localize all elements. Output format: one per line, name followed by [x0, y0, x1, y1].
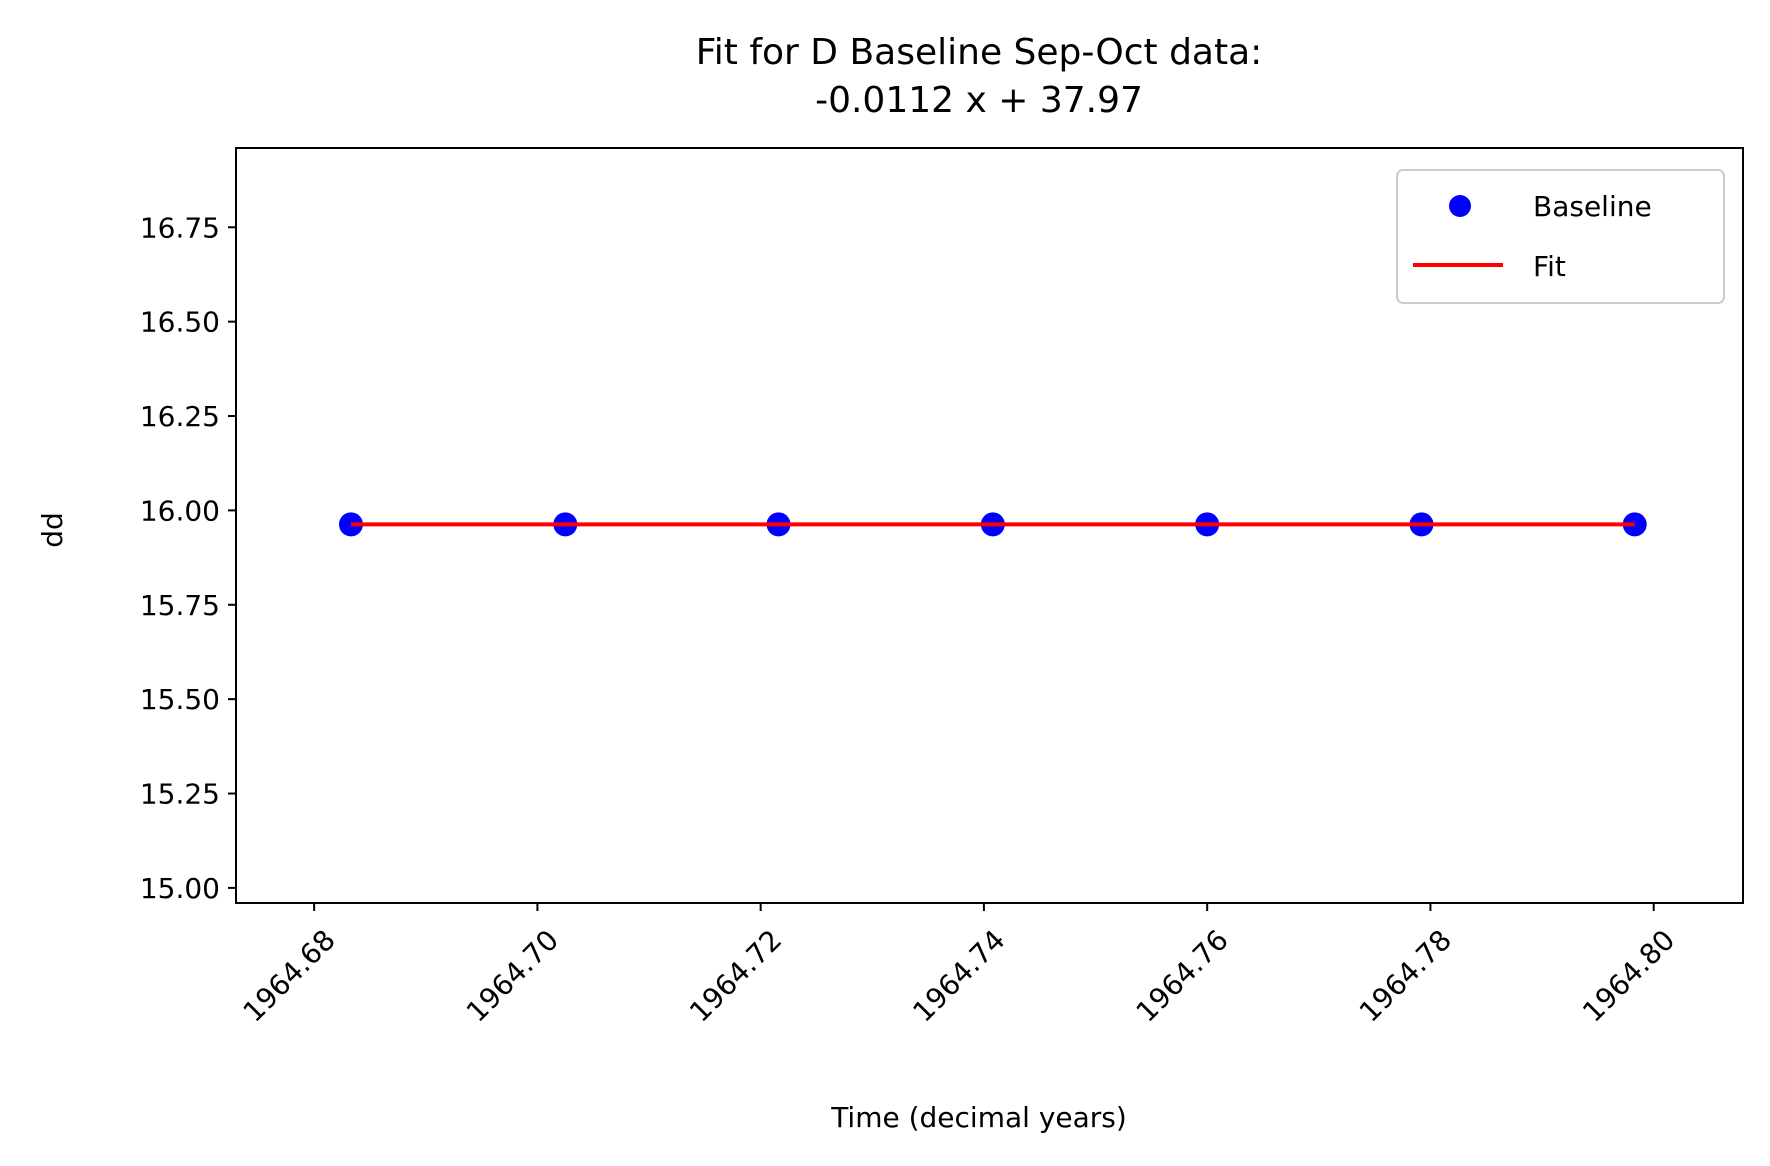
y-tick-label: 16.25	[140, 400, 220, 433]
chart-title-line1: Fit for D Baseline Sep-Oct data:	[696, 32, 1263, 73]
y-tick-label: 15.25	[140, 778, 220, 811]
plot-frame	[235, 147, 1744, 904]
chart-title-line2: -0.0112 x + 37.97	[815, 80, 1143, 121]
y-tick-label: 15.75	[140, 589, 220, 622]
x-axis-label: Time (decimal years)	[830, 1101, 1127, 1134]
legend-baseline-marker	[1449, 195, 1471, 217]
y-tick-label: 16.75	[140, 211, 220, 244]
y-axis-ticks: 15.00 15.25 15.50 15.75 16.00 16.25 16.50 16.75	[140, 211, 236, 905]
legend-baseline-label: Baseline	[1533, 190, 1652, 223]
legend: Baseline Fit	[1396, 169, 1725, 304]
y-axis-label: dd	[36, 512, 69, 548]
legend-fit-label: Fit	[1533, 250, 1566, 283]
y-tick-label: 15.50	[140, 683, 220, 716]
y-tick-label: 16.50	[140, 306, 220, 339]
y-tick-label: 16.00	[140, 494, 220, 527]
y-tick-label: 15.00	[140, 872, 220, 905]
legend-box	[1396, 169, 1725, 304]
plot-marks	[338, 512, 1647, 537]
